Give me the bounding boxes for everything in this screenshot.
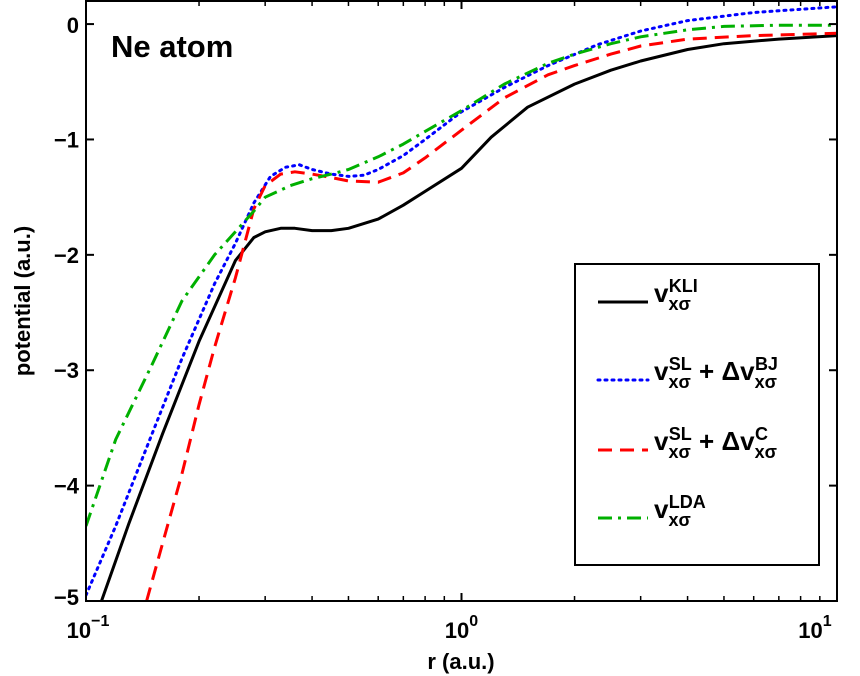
- y-tick-label: −4: [54, 474, 80, 499]
- legend-label-kli: vxσKLI: [654, 276, 698, 314]
- legend-label-slbj: vxσSL + ΔvxσBJ: [654, 354, 778, 392]
- chart-annotation: Ne atom: [111, 29, 233, 64]
- legend-label-lda: vxσLDA: [654, 492, 706, 530]
- ticks-layer: 0 −1 −2 −3 −4 −5 10−1 100 101: [54, 1, 838, 643]
- y-axis-title: potential (a.u.): [10, 226, 35, 376]
- x-tick-label: 101: [798, 613, 831, 643]
- series-line-kli: [100, 34, 837, 601]
- y-tick-label: −2: [54, 243, 79, 268]
- series-line-slc: [145, 31, 837, 601]
- x-tick-label: 100: [445, 613, 478, 643]
- y-tick-label: −3: [54, 358, 79, 383]
- x-tick-label: 10−1: [67, 613, 110, 643]
- legend-label-slc: vxσSL + ΔvxσC: [654, 424, 777, 462]
- y-tick-label: −5: [54, 585, 79, 610]
- series-line-lda: [86, 23, 837, 527]
- legend: vxσKLI vxσSL + ΔvxσBJ vxσSL + ΔvxσC vxσLDA: [574, 263, 820, 566]
- x-axis-title: r (a.u.): [427, 649, 494, 674]
- y-tick-label: −1: [54, 127, 79, 152]
- series-line-slbj: [86, 5, 837, 597]
- y-tick-label: 0: [67, 13, 79, 38]
- series-layer: [86, 5, 837, 601]
- legend-box: [574, 263, 820, 566]
